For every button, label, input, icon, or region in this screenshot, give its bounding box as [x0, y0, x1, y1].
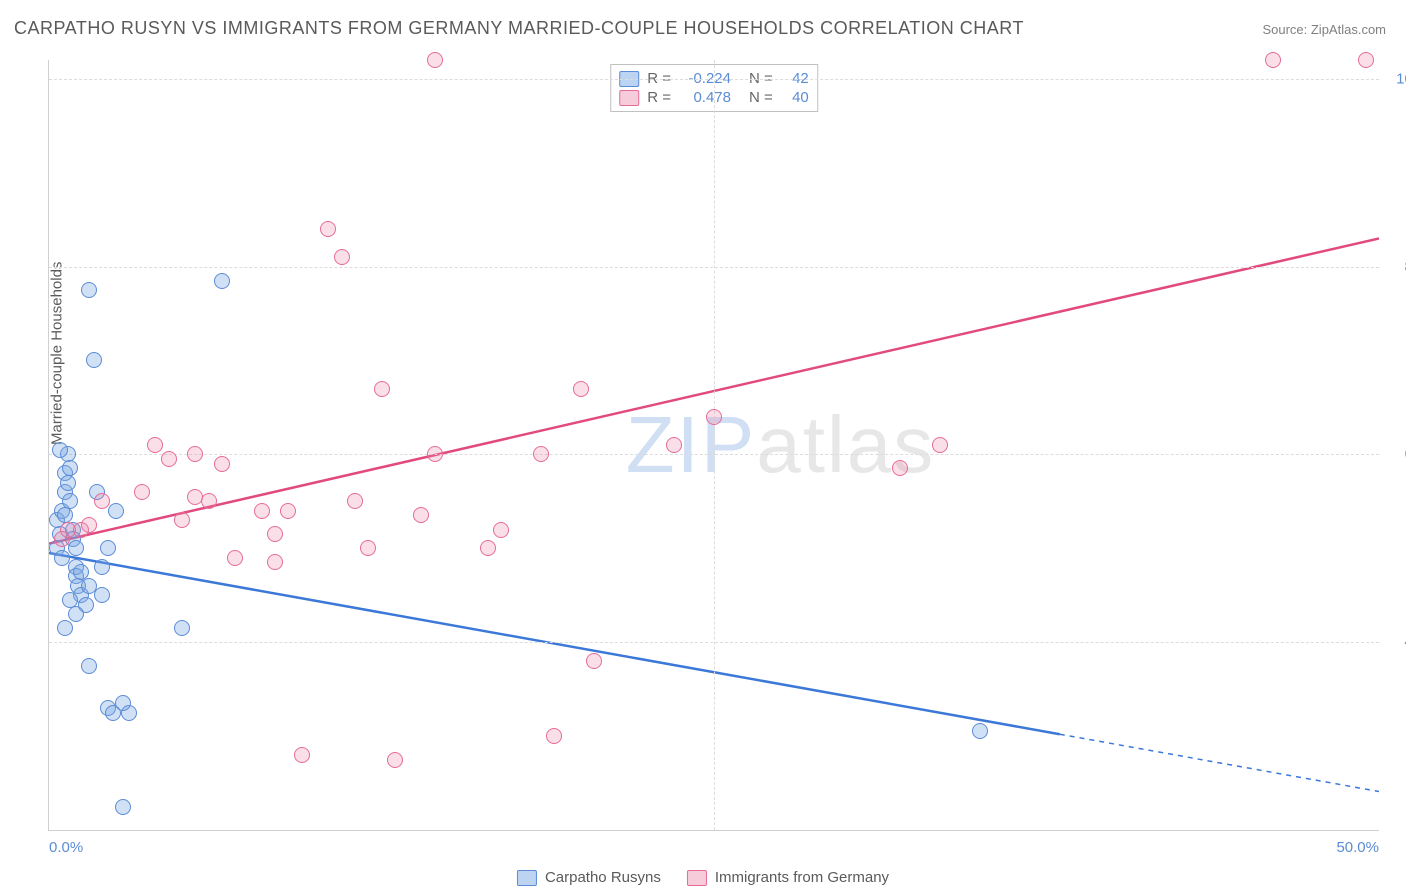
data-point-germany: [706, 409, 722, 425]
data-point-germany: [413, 507, 429, 523]
stat-value-n: 40: [781, 89, 809, 106]
data-point-carpatho: [100, 540, 116, 556]
bottom-legend: Carpatho Rusyns Immigrants from Germany: [517, 869, 889, 886]
data-point-germany: [493, 522, 509, 538]
y-axis-label: Married-couple Households: [49, 262, 66, 445]
stat-value-r: 0.478: [679, 89, 731, 106]
data-point-germany: [174, 512, 190, 528]
data-point-germany: [161, 451, 177, 467]
stat-label-n: N =: [749, 89, 773, 106]
data-point-carpatho: [174, 620, 190, 636]
data-point-carpatho: [62, 592, 78, 608]
data-point-germany: [480, 540, 496, 556]
data-point-germany: [427, 52, 443, 68]
data-point-carpatho: [60, 475, 76, 491]
data-point-carpatho: [86, 352, 102, 368]
data-point-germany: [94, 493, 110, 509]
data-point-germany: [347, 493, 363, 509]
data-point-carpatho: [115, 695, 131, 711]
data-point-carpatho: [81, 282, 97, 298]
source-label: Source: ZipAtlas.com: [1262, 22, 1386, 37]
data-point-germany: [254, 503, 270, 519]
legend-item: Carpatho Rusyns: [517, 869, 661, 886]
data-point-germany: [387, 752, 403, 768]
data-point-germany: [187, 446, 203, 462]
data-point-carpatho: [54, 550, 70, 566]
data-point-germany: [267, 554, 283, 570]
data-point-carpatho: [57, 620, 73, 636]
data-point-germany: [427, 446, 443, 462]
data-point-germany: [294, 747, 310, 763]
data-point-germany: [666, 437, 682, 453]
data-point-germany: [546, 728, 562, 744]
data-point-carpatho: [81, 658, 97, 674]
data-point-carpatho: [108, 503, 124, 519]
data-point-carpatho: [68, 606, 84, 622]
data-point-carpatho: [94, 559, 110, 575]
data-point-germany: [214, 456, 230, 472]
data-point-germany: [147, 437, 163, 453]
data-point-carpatho: [62, 460, 78, 476]
trend-line-dash-carpatho: [1060, 734, 1379, 791]
data-point-germany: [280, 503, 296, 519]
data-point-germany: [892, 460, 908, 476]
data-point-carpatho: [68, 540, 84, 556]
data-point-germany: [320, 221, 336, 237]
data-point-germany: [360, 540, 376, 556]
xtick-label: 50.0%: [1336, 839, 1379, 856]
data-point-germany: [334, 249, 350, 265]
xtick-label: 0.0%: [49, 839, 83, 856]
data-point-carpatho: [52, 442, 68, 458]
data-point-carpatho: [94, 587, 110, 603]
gridline-v: [714, 60, 715, 830]
legend-label: Carpatho Rusyns: [545, 869, 661, 886]
stat-label-r: R =: [647, 89, 671, 106]
data-point-germany: [81, 517, 97, 533]
swatch-germany: [619, 90, 639, 106]
legend-item: Immigrants from Germany: [687, 869, 889, 886]
data-point-germany: [932, 437, 948, 453]
data-point-germany: [267, 526, 283, 542]
plot-area: Married-couple Households ZIPatlas R =-0…: [48, 60, 1379, 831]
data-point-germany: [201, 493, 217, 509]
data-point-germany: [586, 653, 602, 669]
data-point-germany: [1358, 52, 1374, 68]
data-point-carpatho: [214, 273, 230, 289]
ytick-label: 100.0%: [1396, 70, 1406, 87]
data-point-germany: [374, 381, 390, 397]
data-point-germany: [1265, 52, 1281, 68]
data-point-carpatho: [115, 799, 131, 815]
data-point-germany: [533, 446, 549, 462]
trend-line-carpatho: [49, 553, 1060, 734]
data-point-germany: [573, 381, 589, 397]
legend-label: Immigrants from Germany: [715, 869, 889, 886]
data-point-germany: [227, 550, 243, 566]
legend-swatch: [517, 870, 537, 886]
data-point-germany: [134, 484, 150, 500]
chart-title: CARPATHO RUSYN VS IMMIGRANTS FROM GERMAN…: [14, 18, 1024, 39]
data-point-carpatho: [972, 723, 988, 739]
legend-swatch: [687, 870, 707, 886]
